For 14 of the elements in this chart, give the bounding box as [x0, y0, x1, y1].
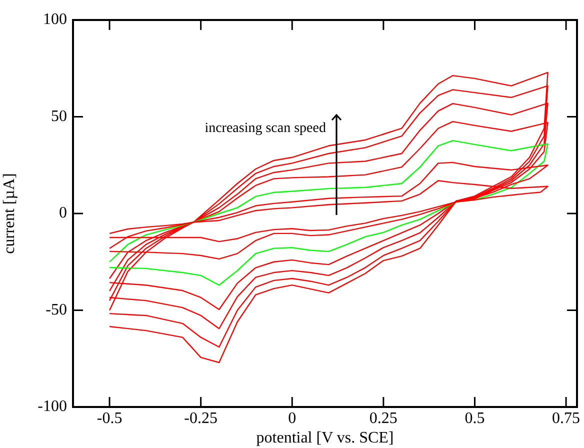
y-axis-title: current [µA]: [0, 173, 18, 254]
y-tick-label: 100: [43, 11, 67, 28]
annotation: increasing scan speed: [204, 121, 326, 137]
x-tick-label: -0.25: [184, 410, 218, 427]
x-tick-label: 0: [288, 410, 296, 427]
x-tick-label: -0.5: [96, 410, 122, 427]
x-tick-label: 0.5: [464, 410, 485, 427]
y-tick-label: -100: [38, 398, 67, 416]
y-tick-label: 0: [59, 204, 67, 222]
x-axis-title: potential [V vs. SCE]: [256, 430, 394, 447]
y-tick-label: -50: [46, 301, 67, 318]
x-tick-label: 0.75: [552, 410, 580, 427]
y-tick-label: 50: [51, 108, 67, 125]
x-tick-label: 0.25: [369, 410, 398, 427]
